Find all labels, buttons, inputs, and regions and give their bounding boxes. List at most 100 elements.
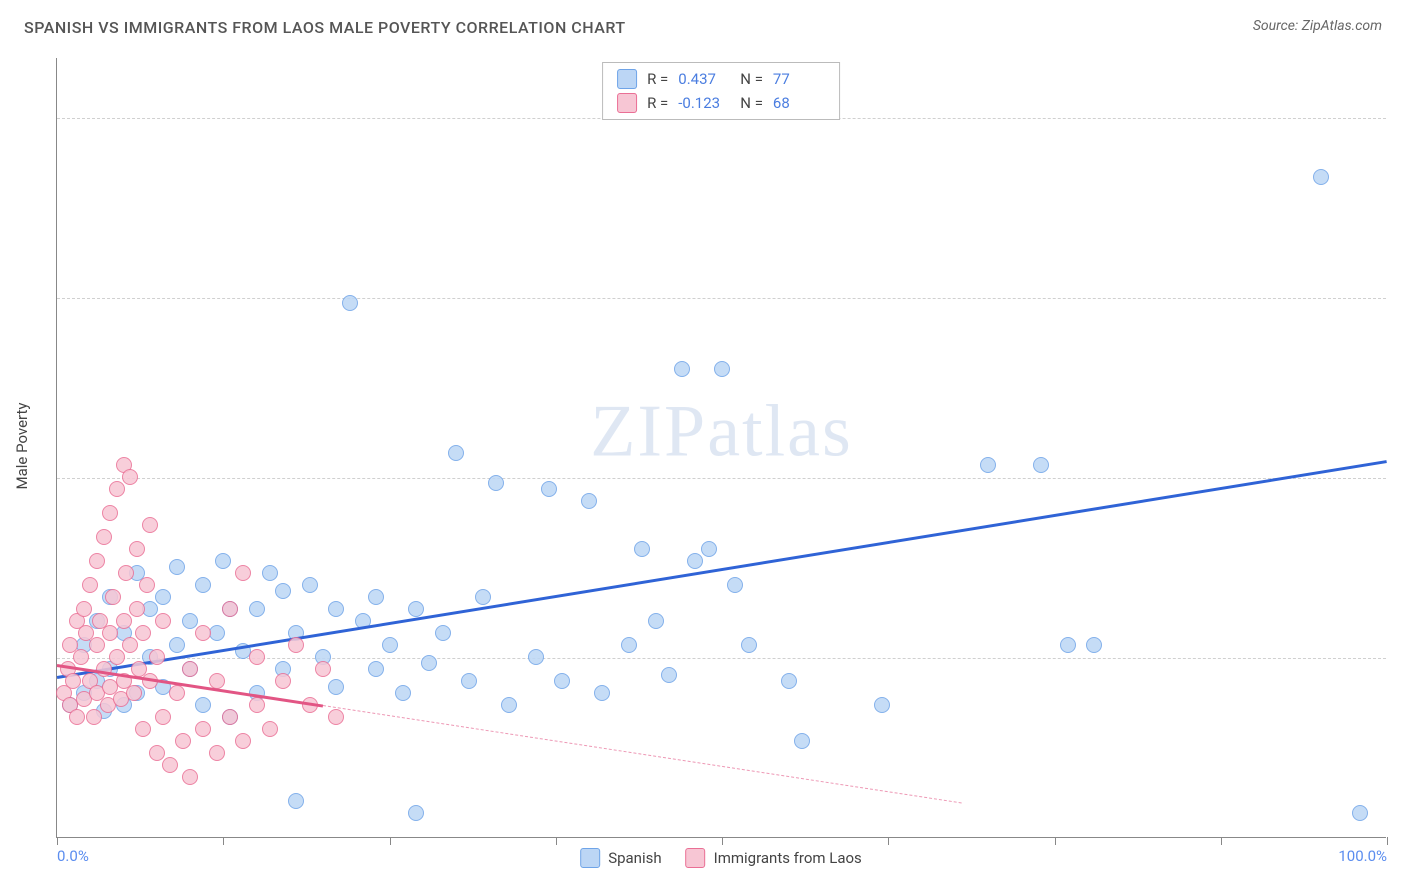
x-tick [57, 837, 58, 845]
scatter-point [162, 757, 178, 773]
x-tick [722, 837, 723, 845]
scatter-point [528, 649, 544, 665]
scatter-point [461, 673, 477, 689]
legend-item: Spanish [580, 848, 661, 868]
scatter-point [980, 457, 996, 473]
scatter-point [195, 577, 211, 593]
scatter-point [328, 679, 344, 695]
legend-label: Spanish [608, 849, 661, 867]
scatter-point [435, 625, 451, 641]
scatter-point [408, 805, 424, 821]
scatter-point [701, 541, 717, 557]
scatter-point [249, 649, 265, 665]
scatter-point [741, 637, 757, 653]
r-label: R = [647, 70, 668, 88]
scatter-point [142, 517, 158, 533]
scatter-point [594, 685, 610, 701]
scatter-point [687, 553, 703, 569]
scatter-point [714, 361, 730, 377]
x-tick [1221, 837, 1222, 845]
n-label: N = [740, 70, 763, 88]
scatter-point [488, 475, 504, 491]
scatter-point [275, 583, 291, 599]
scatter-point [129, 541, 145, 557]
scatter-point [874, 697, 890, 713]
scatter-point [648, 613, 664, 629]
scatter-point [89, 637, 105, 653]
x-tick-label: 100.0% [1338, 847, 1387, 865]
scatter-point [169, 685, 185, 701]
scatter-point [235, 565, 251, 581]
scatter-point [222, 601, 238, 617]
scatter-point [102, 625, 118, 641]
scatter-point [781, 673, 797, 689]
scatter-point [73, 649, 89, 665]
scatter-point [275, 673, 291, 689]
scatter-point [122, 469, 138, 485]
scatter-point [82, 577, 98, 593]
scatter-point [86, 709, 102, 725]
watermark-text: ZIPatlas [590, 389, 853, 474]
n-label: N = [740, 94, 763, 112]
source-name: ZipAtlas.com [1302, 18, 1382, 34]
x-tick [888, 837, 889, 845]
scatter-point [382, 637, 398, 653]
scatter-point [129, 601, 145, 617]
series-swatch-icon [580, 848, 600, 868]
scatter-point [109, 481, 125, 497]
scatter-point [621, 637, 637, 653]
scatter-point [195, 721, 211, 737]
scatter-point [69, 709, 85, 725]
y-tick-label: 30.0% [1393, 469, 1406, 487]
gridline [57, 478, 1386, 479]
scatter-point [89, 553, 105, 569]
scatter-point [122, 637, 138, 653]
scatter-point [169, 559, 185, 575]
scatter-point [105, 589, 121, 605]
scatter-point [195, 625, 211, 641]
scatter-point [155, 709, 171, 725]
scatter-point [262, 721, 278, 737]
scatter-point [235, 733, 251, 749]
scatter-point [661, 667, 677, 683]
scatter-point [195, 697, 211, 713]
scatter-point [209, 745, 225, 761]
stats-row: R =0.437N =77 [617, 67, 825, 91]
scatter-point [501, 697, 517, 713]
scatter-point [118, 565, 134, 581]
x-tick-label: 0.0% [57, 847, 89, 865]
y-axis-label: Male Poverty [13, 403, 31, 490]
legend-label: Immigrants from Laos [714, 849, 862, 867]
scatter-point [541, 481, 557, 497]
scatter-point [1352, 805, 1368, 821]
scatter-point [102, 505, 118, 521]
scatter-point [581, 493, 597, 509]
series-swatch-icon [617, 69, 637, 89]
scatter-point [674, 361, 690, 377]
scatter-point [175, 733, 191, 749]
scatter-point [408, 601, 424, 617]
scatter-point [65, 673, 81, 689]
scatter-point [421, 655, 437, 671]
scatter-point [155, 589, 171, 605]
scatter-point [135, 721, 151, 737]
y-tick-label: 45.0% [1393, 289, 1406, 307]
header: SPANISH VS IMMIGRANTS FROM LAOS MALE POV… [0, 0, 1406, 45]
scatter-point [182, 661, 198, 677]
scatter-point [554, 673, 570, 689]
source-label: Source: [1253, 18, 1298, 34]
plot-region: ZIPatlas 15.0%30.0%45.0%60.0%0.0%100.0% [56, 58, 1386, 838]
scatter-point [727, 577, 743, 593]
scatter-point [302, 577, 318, 593]
series-swatch-icon [617, 93, 637, 113]
scatter-point [149, 745, 165, 761]
scatter-point [135, 625, 151, 641]
scatter-point [1033, 457, 1049, 473]
scatter-point [149, 649, 165, 665]
scatter-point [155, 613, 171, 629]
x-tick [223, 837, 224, 845]
source-attribution: Source: ZipAtlas.com [1253, 18, 1382, 34]
scatter-point [109, 649, 125, 665]
scatter-point [116, 613, 132, 629]
scatter-point [448, 445, 464, 461]
